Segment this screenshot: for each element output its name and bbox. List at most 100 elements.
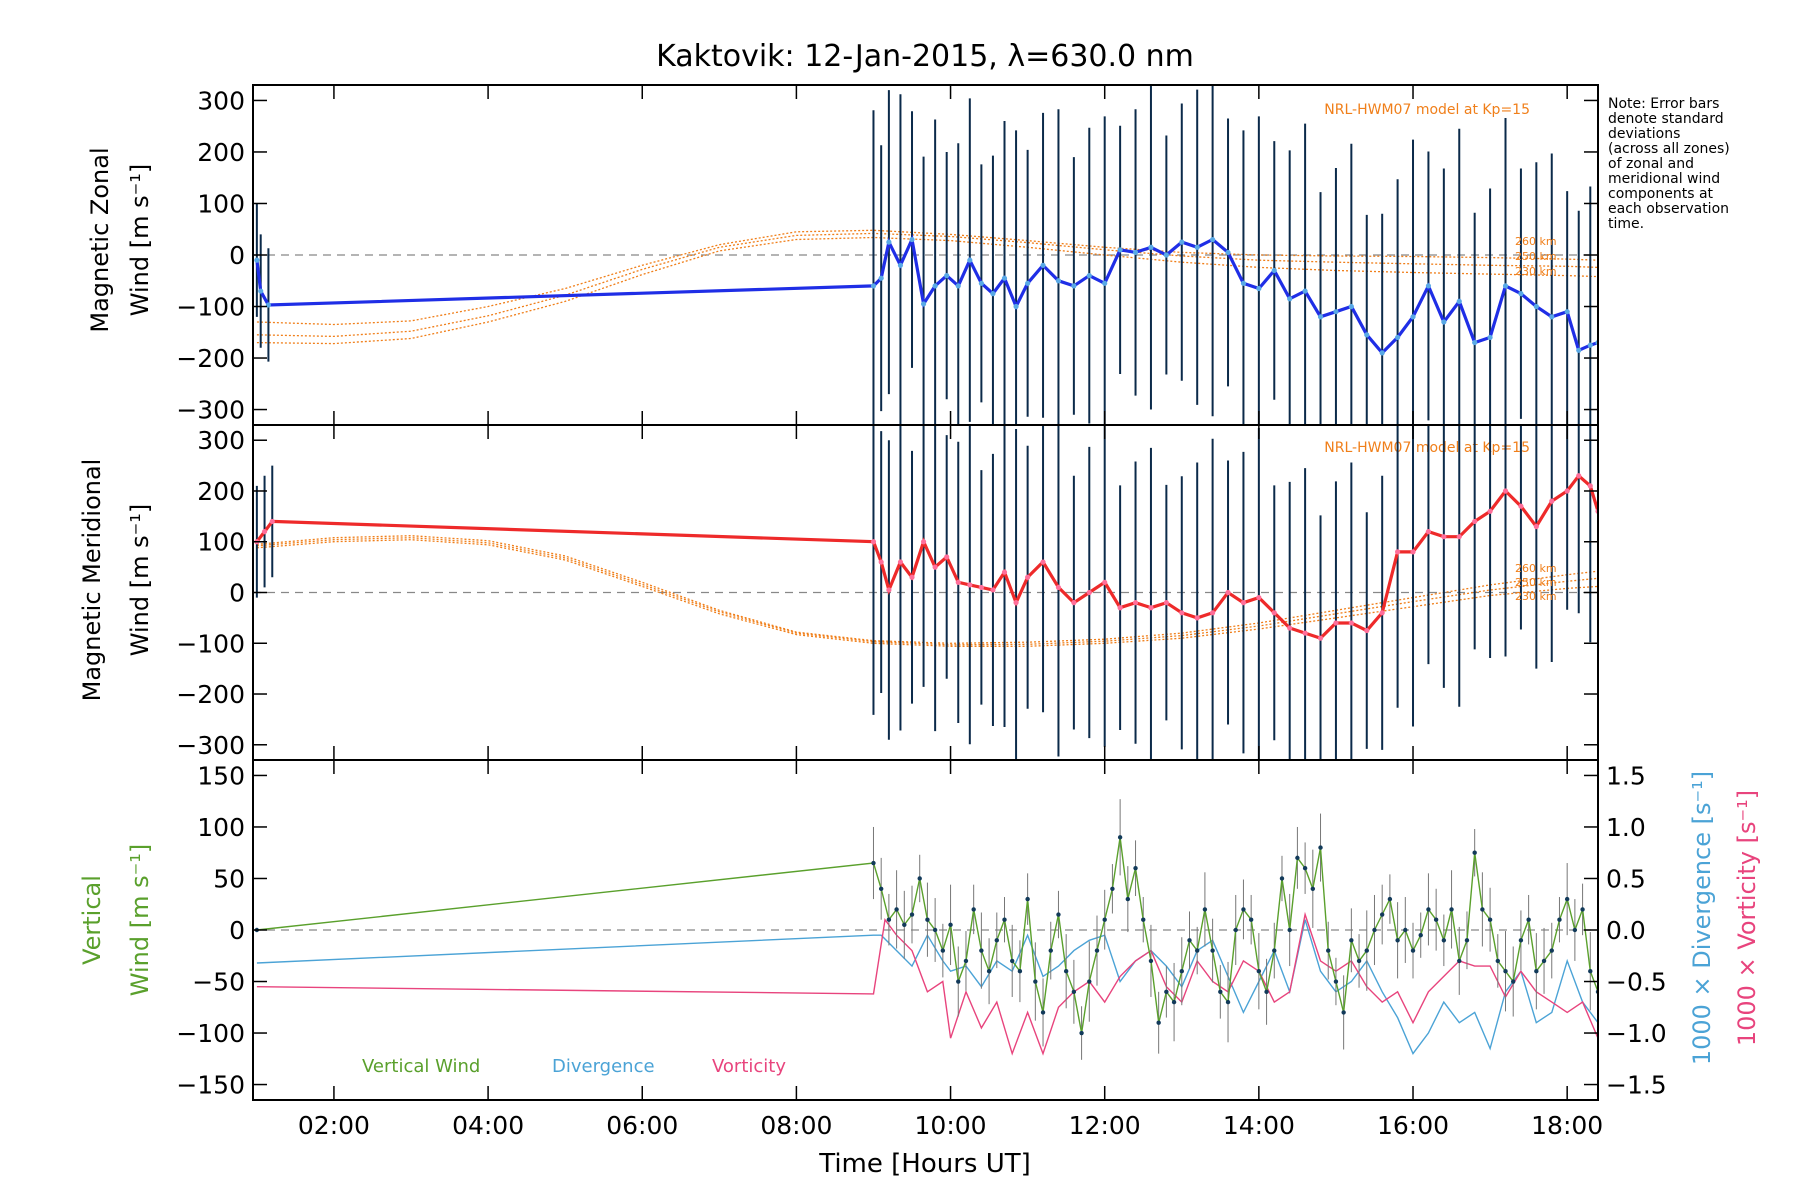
data-point [1549, 498, 1555, 504]
data-point [1433, 917, 1439, 922]
data-point [878, 559, 884, 565]
data-point [870, 539, 877, 545]
data-point [1518, 938, 1524, 943]
legend: Vertical Wind Divergence Vorticity [362, 1056, 786, 1077]
divergence-axis-label: 1000 × Divergence [s⁻¹] [1688, 771, 1716, 1065]
data-point [1055, 278, 1062, 284]
data-point [1364, 332, 1370, 338]
data-point [909, 574, 915, 580]
note-line: denote standard [1608, 111, 1724, 127]
data-point [1557, 917, 1562, 922]
data-point [258, 288, 264, 294]
x-tick-label: 14:00 [1223, 1111, 1295, 1140]
data-point [1071, 989, 1077, 995]
note-line: components at [1608, 186, 1714, 202]
divergence-line [256, 919, 1598, 1055]
note-line: meridional wind [1608, 171, 1720, 187]
data-point [1240, 280, 1247, 286]
data-point [1364, 627, 1370, 634]
data-point [1132, 249, 1139, 256]
zonal-y-axis-label: Magnetic Zonal [86, 147, 114, 332]
zonal-wind-panel: NRL-HWM07 model at Kp=15 300 200 100 0 −100 −… [86, 84, 1599, 426]
data-point [1025, 896, 1030, 902]
data-point [1441, 534, 1447, 540]
data-point [1541, 958, 1547, 964]
data-point [1040, 262, 1046, 268]
note-line: time. [1608, 216, 1644, 232]
data-point [1503, 969, 1508, 974]
y-tick-label: 300 [197, 86, 245, 115]
data-point [1395, 938, 1400, 943]
data-point [1025, 280, 1031, 286]
data-point [1063, 969, 1069, 974]
data-point [1086, 273, 1092, 279]
data-point [1333, 309, 1339, 315]
vorticity-axis-label: 1000 × Vorticity [s⁻¹] [1733, 790, 1761, 1046]
data-point [1487, 508, 1493, 514]
y-tick-label: 0 [229, 916, 245, 945]
data-point [1071, 600, 1077, 606]
data-point [920, 301, 927, 307]
data-point [1349, 938, 1354, 943]
data-point [897, 262, 904, 268]
data-point [1549, 948, 1554, 953]
data-point [920, 539, 927, 545]
y-tick-label: −100 [176, 629, 245, 658]
data-point [1449, 907, 1454, 912]
zonal-model-label: NRL-HWM07 model at Kp=15 [1324, 102, 1530, 118]
data-point [1225, 589, 1231, 596]
data-point [1017, 969, 1023, 974]
data-point [1518, 291, 1524, 297]
zonal-altitude-labels: 260 km 250 km 230 km [1515, 235, 1557, 278]
data-point [956, 979, 961, 984]
data-point [1333, 620, 1339, 626]
data-point [1587, 483, 1593, 489]
data-point [990, 587, 996, 593]
zonal-y-axis-label: Wind [m s⁻¹] [126, 164, 154, 316]
data-point [886, 239, 892, 245]
data-point [944, 273, 950, 279]
altitude-label: 260 km [1515, 562, 1557, 575]
y-tick-label: −100 [176, 1019, 245, 1048]
data-point [1410, 948, 1416, 953]
data-point [1472, 339, 1478, 346]
data-point [1264, 989, 1269, 995]
data-point [1164, 989, 1169, 995]
y2-tick-label: −0.5 [1606, 968, 1667, 997]
data-point [1156, 1020, 1161, 1025]
data-point [1056, 912, 1061, 917]
data-point [1348, 303, 1354, 310]
legend-divergence: Divergence [552, 1056, 655, 1077]
data-point [1133, 865, 1138, 871]
data-point [1425, 528, 1432, 535]
data-point [1194, 948, 1200, 953]
data-point [1518, 503, 1524, 509]
data-point [1210, 236, 1216, 243]
data-point [1225, 999, 1231, 1005]
altitude-label: 250 km [1515, 576, 1557, 589]
vertical-y-axis-label: Wind [m s⁻¹] [126, 844, 154, 996]
altitude-label: 230 km [1515, 590, 1557, 603]
data-point [1163, 252, 1169, 258]
data-point [1511, 979, 1516, 984]
data-point [1271, 610, 1277, 616]
data-point [1418, 932, 1423, 938]
data-point [1441, 319, 1447, 325]
note-line: (across all zones) [1608, 141, 1730, 157]
data-point [944, 554, 950, 560]
data-point [932, 283, 938, 289]
y2-tick-label: 1.5 [1606, 761, 1646, 790]
y-tick-label: 0 [229, 579, 245, 608]
data-point [1132, 600, 1139, 606]
data-point [1472, 518, 1478, 525]
vertical-wind-line [256, 837, 1598, 1034]
data-point [1472, 850, 1477, 855]
data-point [1033, 979, 1038, 984]
data-point [1457, 958, 1462, 964]
data-point [1317, 635, 1324, 641]
data-point [1094, 948, 1100, 953]
x-tick-label: 02:00 [298, 1111, 370, 1140]
data-point [1110, 886, 1115, 891]
data-point [897, 559, 904, 565]
data-point [932, 927, 938, 933]
